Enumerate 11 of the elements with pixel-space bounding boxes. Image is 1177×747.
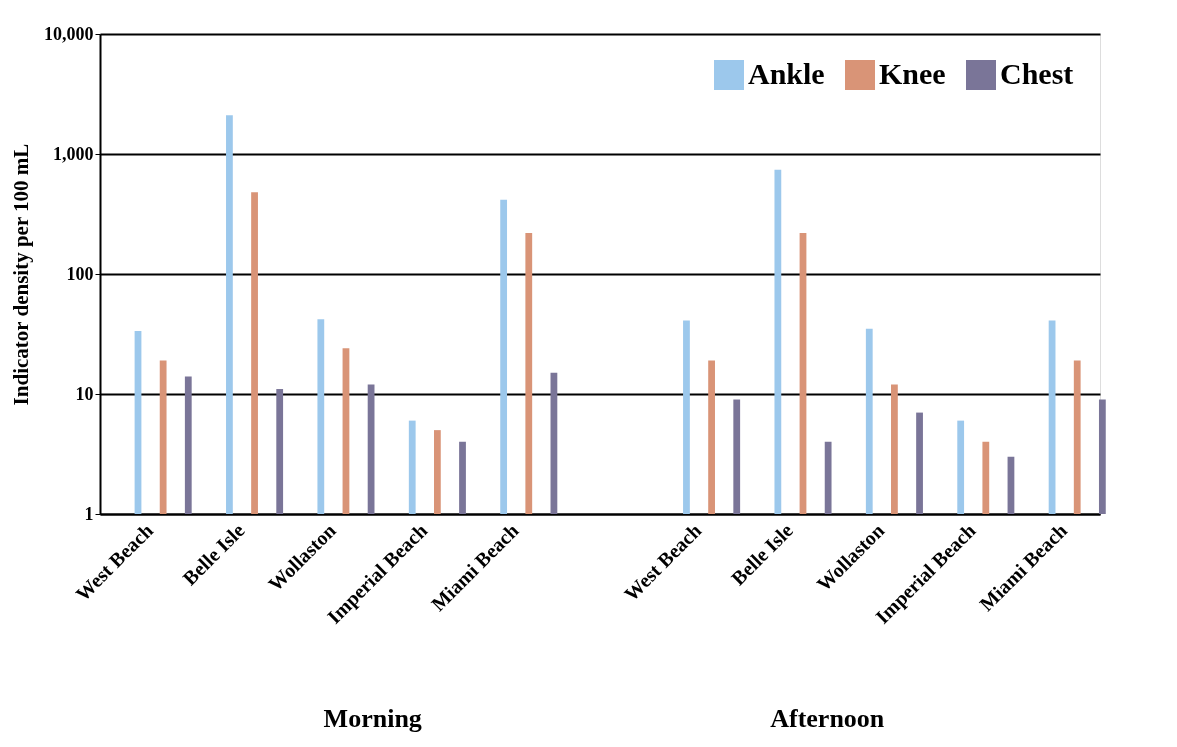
y-tick-label: 100 (66, 263, 94, 284)
y-tick-label: 10 (75, 383, 94, 404)
text: Afternoon (770, 704, 885, 733)
legend-label: Chest (1000, 57, 1074, 90)
y-tick-label: 1,000 (53, 143, 94, 164)
y-tick-label: 10,000 (44, 23, 94, 44)
legend-label: Knee (879, 57, 946, 90)
text: Morning (323, 704, 422, 733)
y-tick-label: 1 (84, 503, 94, 524)
legend-label: Ankle (748, 57, 825, 90)
y-axis-title: Indicator density per 100 mL (9, 143, 33, 406)
